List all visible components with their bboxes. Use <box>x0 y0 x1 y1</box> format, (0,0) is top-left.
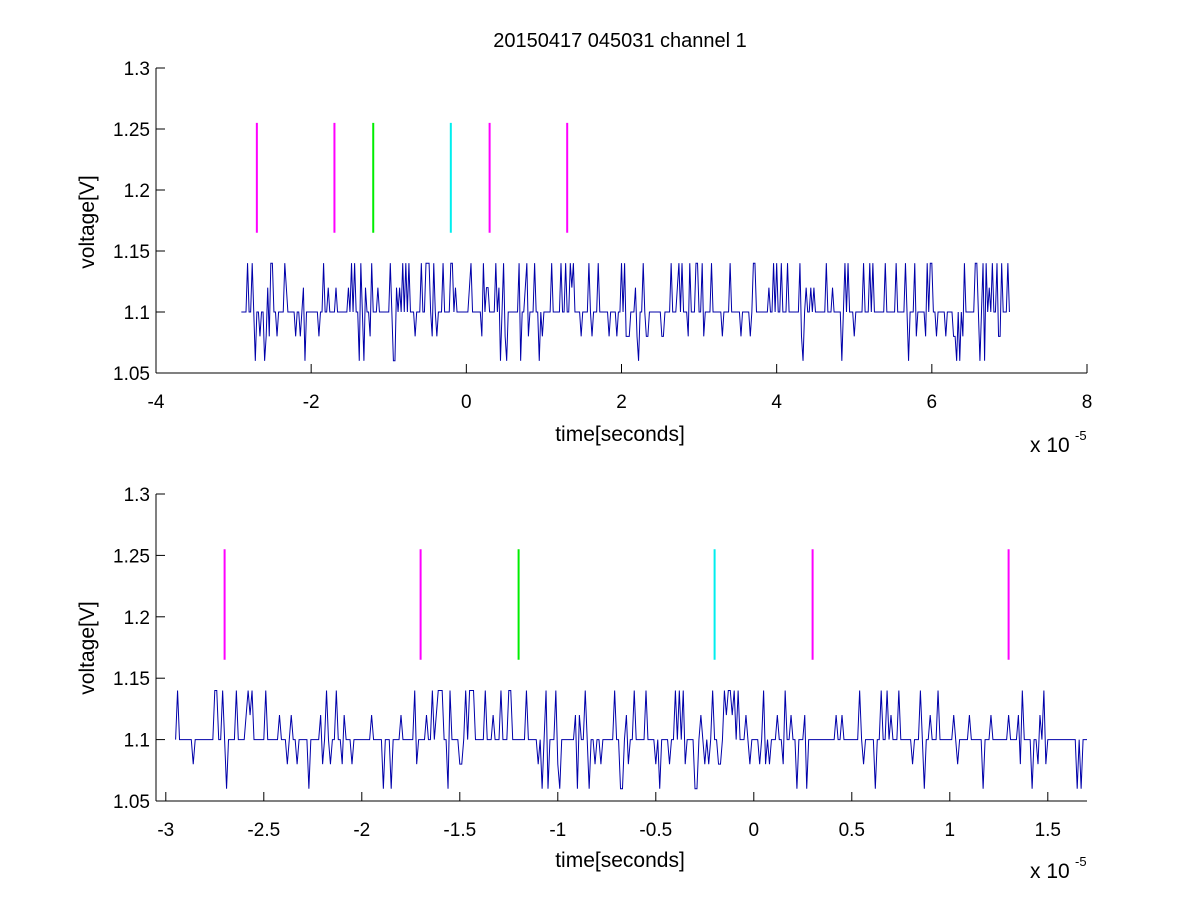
subplot-top: 1.05 1.1 1.15 1.2 1.25 1.3 -4 -2 0 2 4 6 8 time[sec… <box>76 59 1092 457</box>
ytick-label: 1.05 <box>113 364 150 385</box>
xtick-label: 0 <box>749 820 760 841</box>
x-multiplier-bottom: x 10 <box>1030 860 1070 883</box>
xtick-label: 2 <box>616 392 627 413</box>
signal-layer-bottom <box>175 689 1087 790</box>
x-multiplier-top: x 10 <box>1030 434 1070 457</box>
ytick-label: 1.05 <box>113 792 150 813</box>
marker-layer-top <box>255 122 569 233</box>
xtick-label: -0.5 <box>639 820 672 841</box>
figure-title: 20150417 045031 channel 1 <box>493 30 747 52</box>
xtick-label: -1 <box>549 820 566 841</box>
ytick-label: 1.15 <box>113 242 150 263</box>
xtick-label: -2 <box>303 392 320 413</box>
subplot-bottom: 1.05 1.1 1.15 1.2 1.25 1.3 -3 -2.5 -2 -1.5 -1 -0.5… <box>76 485 1087 883</box>
xtick-label: 4 <box>771 392 782 413</box>
ytick-label: 1.2 <box>124 181 150 202</box>
marker-layer-bottom <box>223 549 1010 660</box>
signal-layer-top <box>241 262 1010 362</box>
ytick-label: 1.3 <box>124 59 150 80</box>
ytick-label: 1.3 <box>124 485 150 506</box>
ytick-layer-bottom: 1.05 1.1 1.15 1.2 1.25 1.3 <box>113 485 165 813</box>
voltage-series-line <box>241 262 1010 362</box>
xtick-label: -4 <box>148 392 165 413</box>
ytick-label: 1.2 <box>124 608 150 629</box>
xtick-label: -2 <box>353 820 370 841</box>
x-multiplier-exponent-top: -5 <box>1075 428 1087 443</box>
xtick-layer-bottom: -3 -2.5 -2 -1.5 -1 -0.5 0 0.5 1 1.5 <box>157 792 1061 841</box>
xtick-label: -3 <box>157 820 174 841</box>
xtick-label: 0 <box>461 392 472 413</box>
y-axis-label-bottom: voltage[V] <box>76 601 99 694</box>
xtick-label: -2.5 <box>247 820 280 841</box>
ytick-label: 1.1 <box>124 303 150 324</box>
xtick-layer-top: -4 -2 0 2 4 6 8 <box>148 364 1093 413</box>
xtick-label: 1 <box>945 820 956 841</box>
xtick-label: -1.5 <box>443 820 476 841</box>
xtick-label: 6 <box>927 392 938 413</box>
x-multiplier-exponent-bottom: -5 <box>1075 854 1087 869</box>
x-axis-label-bottom: time[seconds] <box>555 849 685 872</box>
ytick-label: 1.15 <box>113 669 150 690</box>
x-axis-label-top: time[seconds] <box>555 423 685 446</box>
ytick-layer-top: 1.05 1.1 1.15 1.2 1.25 1.3 <box>113 59 165 385</box>
ytick-label: 1.1 <box>124 731 150 752</box>
xtick-label: 8 <box>1082 392 1093 413</box>
ytick-label: 1.25 <box>113 546 150 567</box>
ytick-label: 1.25 <box>113 120 150 141</box>
voltage-series-line <box>175 689 1087 790</box>
axes-frame-bottom <box>155 494 1087 802</box>
xtick-label: 0.5 <box>839 820 865 841</box>
xtick-label: 1.5 <box>1035 820 1061 841</box>
y-axis-label-top: voltage[V] <box>76 175 99 268</box>
